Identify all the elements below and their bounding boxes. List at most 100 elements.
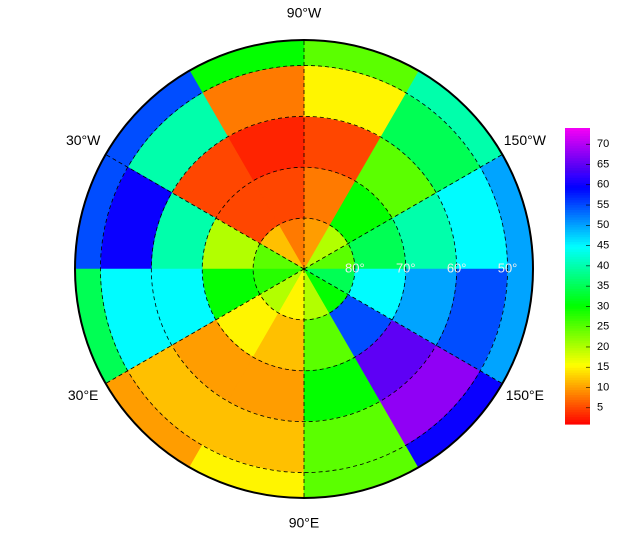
colorbar-swatch [565,204,590,208]
colorbar-swatch [565,256,590,260]
colorbar-swatch [565,214,590,218]
meridian [303,154,503,270]
colorbar-swatch [565,263,590,267]
colorbar-swatch [565,330,590,334]
colorbar-swatch [565,295,590,299]
colorbar-swatch [565,293,590,297]
colorbar-swatch [565,177,590,181]
colorbar-swatch [565,352,590,356]
meridian [105,268,305,384]
colorbar-tick-label: 20 [597,341,609,353]
colorbar-swatch [565,285,590,289]
colorbar-swatch [565,350,590,354]
colorbar-swatch [565,216,590,220]
colorbar-swatch [565,234,590,238]
colorbar-swatch [565,209,590,213]
colorbar-tick-label: 50 [597,219,609,231]
colorbar-swatch [565,276,590,280]
colorbar-swatch [565,313,590,317]
colorbar-tick-label: 15 [597,361,609,373]
colorbar-swatch [565,315,590,319]
colorbar-swatch [565,174,590,178]
lon-label: 30°E [68,387,99,403]
colorbar-swatch [565,150,590,154]
colorbar-swatch [565,327,590,331]
colorbar-swatch [565,229,590,233]
colorbar-swatch [565,335,590,339]
colorbar-swatch [565,211,590,215]
colorbar-swatch [565,182,590,186]
colorbar-swatch [565,152,590,156]
colorbar-swatch [565,155,590,159]
colorbar-tick-label: 35 [597,280,609,292]
lon-label: 150°W [504,132,547,148]
colorbar-swatch [565,261,590,265]
colorbar-swatch [565,377,590,381]
colorbar-swatch [565,157,590,161]
colorbar-swatch [565,130,590,134]
colorbar-swatch [565,199,590,203]
colorbar-swatch [565,369,590,373]
colorbar-swatch [565,184,590,188]
lon-label: 90°W [287,5,322,21]
colorbar-swatch [565,219,590,223]
colorbar-swatch [565,337,590,341]
colorbar-tick-label: 45 [597,239,609,251]
colorbar-tick-label: 10 [597,381,609,393]
colorbar-swatch [565,179,590,183]
colorbar-swatch [565,300,590,304]
parallel [150,115,458,423]
meridian [303,268,503,384]
colorbar-swatch [565,372,590,376]
colorbar-swatch [565,382,590,386]
colorbar-swatch [565,243,590,247]
lat-label: 70° [396,260,416,275]
colorbar-swatch [565,135,590,139]
colorbar-swatch [565,391,590,395]
colorbar-swatch [565,167,590,171]
colorbar-swatch [565,271,590,275]
colorbar-swatch [565,325,590,329]
colorbar-swatch [565,140,590,144]
colorbar-swatch [565,268,590,272]
colorbar-swatch [565,231,590,235]
colorbar-swatch [565,357,590,361]
colorbar-swatch [565,145,590,149]
colorbar-swatch [565,394,590,398]
colorbar-swatch [565,359,590,363]
map-border [74,39,534,499]
colorbar-swatch [565,278,590,282]
colorbar-swatch [565,288,590,292]
colorbar-swatch [565,197,590,201]
colorbar-swatch [565,340,590,344]
colorbar-swatch [565,226,590,230]
colorbar-swatch [565,409,590,413]
colorbar-swatch [565,389,590,393]
lat-label: 50° [498,260,518,275]
colorbar-swatch [565,310,590,314]
colorbar-swatch [565,236,590,240]
graticule [100,40,508,498]
colorbar-swatch [565,416,590,420]
colorbar-swatch [565,401,590,405]
colorbar-tick-label: 70 [597,138,609,150]
colorbar-swatch [565,364,590,368]
colorbar-swatch [565,322,590,326]
lat-label: 60° [447,260,467,275]
colorbar-swatch [565,379,590,383]
colorbar-swatch [565,320,590,324]
colorbar-swatch [565,221,590,225]
colorbar-swatch [565,305,590,309]
colorbar-swatch [565,137,590,141]
colorbar-swatch [565,160,590,164]
colorbar: 5 10 15 20 25 30 35 40 45 50 55 60 65 70 [565,128,609,425]
colorbar-tick-label: 60 [597,179,609,191]
colorbar-swatch [565,142,590,146]
colorbar-swatch [565,189,590,193]
colorbar-swatch [565,248,590,252]
colorbar-swatch [565,406,590,410]
colorbar-swatch [565,273,590,277]
colorbar-swatch [565,241,590,245]
colorbar-swatch [565,239,590,243]
